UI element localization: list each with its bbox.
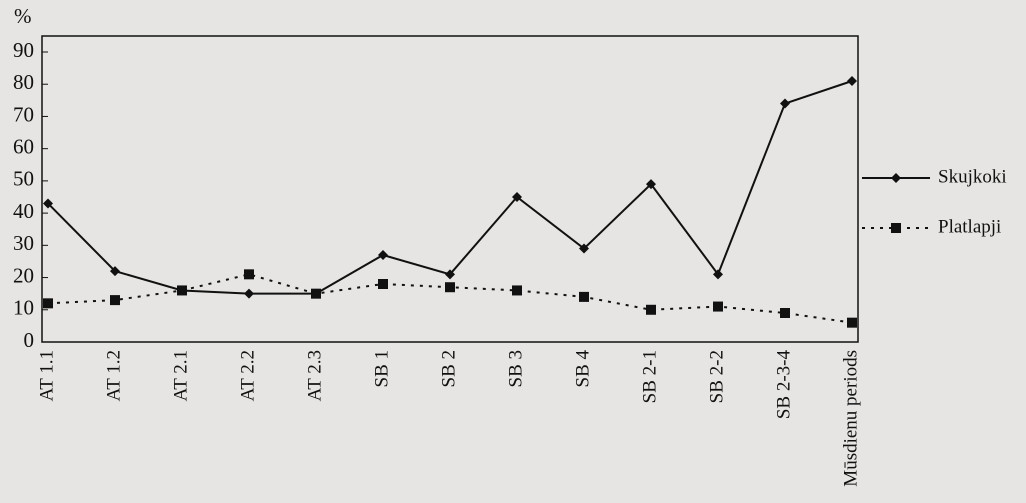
legend-marker [891, 223, 901, 233]
point [244, 269, 254, 280]
point [713, 269, 723, 280]
point [445, 282, 455, 293]
point [378, 250, 388, 260]
y-tick-label: 10 [13, 296, 34, 320]
point [43, 298, 53, 309]
point [512, 285, 522, 296]
point [110, 295, 120, 306]
legend-label: Skujkoki [938, 166, 1007, 187]
y-tick-label: 50 [13, 167, 34, 191]
plot-frame [41, 35, 859, 343]
x-tick-label: SB 2-3-4 [773, 350, 794, 420]
point [646, 304, 656, 315]
x-tick-label: SB 4 [572, 350, 593, 388]
legend-marker [891, 173, 901, 183]
x-tick-label: AT 2.2 [237, 350, 258, 401]
point [713, 301, 723, 312]
point [847, 76, 857, 86]
x-tick-label: Mūsdienu periods [840, 350, 861, 487]
x-tick-label: SB 2 [438, 350, 459, 388]
point [780, 98, 790, 109]
x-tick-label: AT 1.1 [36, 350, 57, 401]
point [378, 279, 388, 289]
y-tick-label: 60 [13, 134, 34, 158]
x-tick-label: SB 1 [371, 350, 392, 388]
x-tick-label: SB 2-2 [706, 350, 727, 403]
point [311, 288, 321, 299]
point [579, 243, 589, 254]
y-tick-label: 0 [24, 328, 35, 352]
point [780, 308, 790, 318]
x-tick-label: AT 1.2 [103, 350, 124, 401]
point [445, 269, 455, 280]
y-axis-label: % [14, 4, 32, 28]
x-tick-label: SB 2-1 [639, 350, 660, 403]
y-tick-label: 20 [13, 263, 34, 287]
point [177, 285, 187, 296]
point [579, 291, 589, 302]
y-tick-label: 80 [13, 70, 34, 94]
y-tick-label: 40 [13, 199, 34, 223]
legend-label: Platlapji [938, 216, 1001, 237]
point [110, 266, 120, 277]
point [847, 317, 857, 328]
point [512, 192, 522, 202]
y-tick-label: 70 [13, 102, 34, 126]
x-tick-label: AT 2.3 [304, 350, 325, 401]
point [646, 179, 656, 190]
x-tick-label: SB 3 [505, 350, 526, 388]
y-tick-label: 90 [13, 38, 34, 62]
point [244, 288, 254, 299]
y-tick-label: 30 [13, 231, 34, 255]
point [43, 198, 53, 209]
x-tick-label: AT 2.1 [170, 350, 191, 401]
